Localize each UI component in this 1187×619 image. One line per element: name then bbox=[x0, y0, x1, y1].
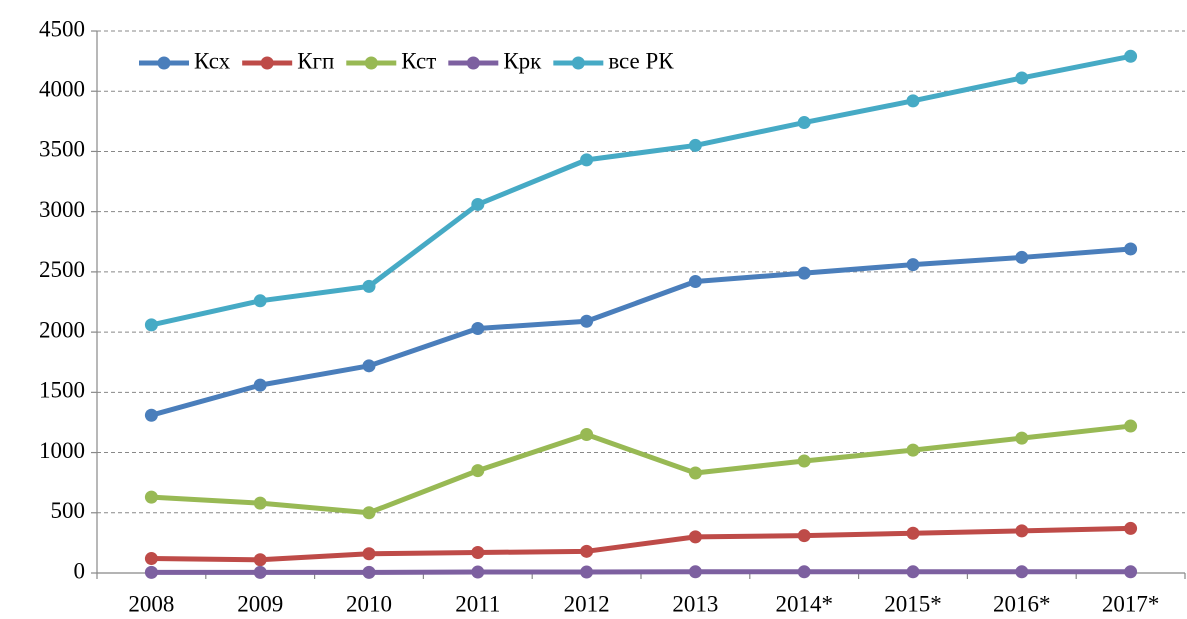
legend-marker bbox=[466, 56, 480, 70]
point bbox=[580, 153, 594, 167]
point bbox=[580, 314, 594, 328]
y-tick-label: 3500 bbox=[39, 137, 85, 162]
point bbox=[362, 506, 376, 520]
legend-marker bbox=[364, 56, 378, 70]
point bbox=[1124, 521, 1138, 535]
point bbox=[253, 496, 267, 510]
point bbox=[362, 359, 376, 373]
point bbox=[688, 275, 702, 289]
series-line bbox=[150, 246, 1131, 418]
y-tick-label: 3000 bbox=[39, 197, 85, 222]
y-tick-label: 4000 bbox=[39, 77, 85, 102]
point bbox=[471, 565, 485, 579]
point bbox=[688, 466, 702, 480]
point bbox=[1015, 71, 1029, 85]
legend-marker bbox=[260, 56, 274, 70]
point bbox=[253, 378, 267, 392]
point bbox=[144, 565, 158, 579]
point bbox=[362, 565, 376, 579]
legend-label: Кст bbox=[401, 48, 436, 73]
point bbox=[688, 138, 702, 152]
series-line bbox=[151, 569, 1131, 575]
y-tick-label: 4500 bbox=[39, 16, 85, 41]
x-tick-label: 2013 bbox=[672, 591, 718, 616]
point bbox=[144, 318, 158, 332]
point bbox=[471, 321, 485, 335]
point bbox=[253, 553, 267, 567]
point bbox=[144, 408, 158, 422]
point bbox=[253, 565, 267, 579]
point bbox=[144, 552, 158, 566]
point bbox=[1015, 565, 1029, 579]
point bbox=[906, 94, 920, 108]
y-tick-label: 1000 bbox=[39, 438, 85, 463]
point bbox=[1124, 49, 1138, 63]
point bbox=[1015, 524, 1029, 538]
y-tick-label: 500 bbox=[51, 498, 86, 523]
point bbox=[362, 279, 376, 293]
legend-label: все РК bbox=[608, 48, 674, 73]
point bbox=[688, 565, 702, 579]
legend-label: Крк bbox=[503, 48, 542, 73]
point bbox=[253, 294, 267, 308]
legend-label: Кгп bbox=[297, 48, 334, 73]
x-tick-label: 2009 bbox=[237, 591, 283, 616]
point bbox=[471, 197, 485, 211]
point bbox=[688, 530, 702, 544]
point bbox=[797, 454, 811, 468]
point bbox=[797, 266, 811, 280]
point bbox=[906, 565, 920, 579]
point bbox=[797, 565, 811, 579]
x-tick-label: 2015* bbox=[884, 591, 942, 616]
point bbox=[580, 544, 594, 558]
point bbox=[471, 464, 485, 478]
point bbox=[580, 565, 594, 579]
point bbox=[906, 258, 920, 272]
y-tick-label: 2500 bbox=[39, 257, 85, 282]
point bbox=[1124, 419, 1138, 433]
x-tick-label: 2012 bbox=[564, 591, 610, 616]
point bbox=[906, 526, 920, 540]
point bbox=[144, 490, 158, 504]
x-tick-label: 2017* bbox=[1102, 591, 1160, 616]
point bbox=[906, 443, 920, 457]
y-tick-label: 2000 bbox=[39, 317, 85, 342]
point bbox=[1124, 565, 1138, 579]
point bbox=[1015, 250, 1029, 264]
x-tick-label: 2016* bbox=[993, 591, 1051, 616]
x-tick-label: 2008 bbox=[128, 591, 174, 616]
y-tick-label: 1500 bbox=[39, 378, 85, 403]
point bbox=[1015, 431, 1029, 445]
point bbox=[797, 116, 811, 130]
legend-marker bbox=[157, 56, 171, 70]
point bbox=[1124, 242, 1138, 256]
series-line bbox=[151, 525, 1131, 563]
point bbox=[362, 547, 376, 561]
series-line bbox=[150, 53, 1132, 328]
point bbox=[471, 546, 485, 560]
series-line bbox=[151, 423, 1131, 516]
x-tick-label: 2014* bbox=[775, 591, 833, 616]
y-tick-label: 0 bbox=[74, 558, 86, 583]
x-tick-label: 2010 bbox=[346, 591, 392, 616]
legend-marker bbox=[571, 56, 585, 70]
point bbox=[580, 427, 594, 441]
point bbox=[797, 529, 811, 543]
x-tick-label: 2011 bbox=[455, 591, 500, 616]
legend-label: Ксх bbox=[194, 48, 231, 73]
